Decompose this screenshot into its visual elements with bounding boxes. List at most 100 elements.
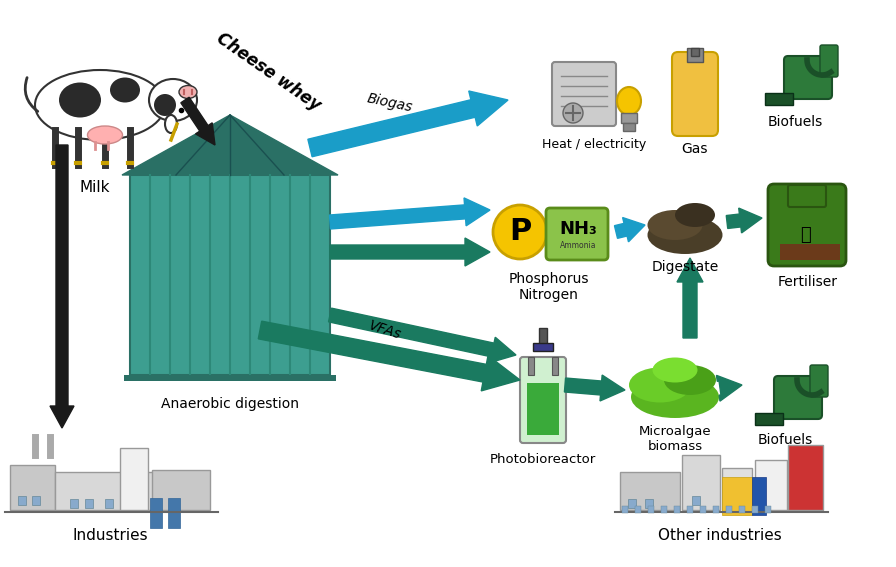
Text: 🌱: 🌱 [801,226,812,244]
Text: Milk: Milk [80,180,110,195]
Ellipse shape [110,78,140,103]
Text: Biofuels: Biofuels [767,115,823,129]
Ellipse shape [648,210,702,240]
Text: Other industries: Other industries [659,528,782,543]
Bar [620,472,680,510]
FancyArrow shape [717,375,742,401]
Circle shape [493,205,547,259]
Bar [32,496,40,505]
Bar [528,357,534,375]
Ellipse shape [664,365,716,395]
Bar [527,383,559,435]
FancyBboxPatch shape [520,357,566,443]
Bar [18,496,26,505]
Bar [85,499,93,508]
Ellipse shape [648,216,722,254]
Bar [621,113,637,123]
FancyBboxPatch shape [546,208,608,260]
Bar [692,496,700,505]
Text: Anaerobic digestion: Anaerobic digestion [161,397,299,411]
Bar [687,506,693,513]
Text: P: P [509,218,531,247]
FancyBboxPatch shape [774,376,822,419]
Bar [168,498,180,528]
Ellipse shape [149,79,197,121]
Text: NH₃: NH₃ [559,220,597,238]
Bar [623,123,635,131]
Ellipse shape [652,358,697,383]
FancyBboxPatch shape [788,185,826,207]
Ellipse shape [88,126,123,144]
Bar [648,506,654,513]
Text: Heat / electricity: Heat / electricity [542,138,646,151]
FancyArrow shape [330,198,490,229]
Bar [635,506,641,513]
Text: Photobioreactor: Photobioreactor [490,453,596,466]
Bar [765,93,793,105]
Bar [765,506,771,513]
Ellipse shape [629,367,691,403]
Bar [10,465,55,510]
Text: Biogas: Biogas [366,91,414,115]
FancyArrow shape [615,218,645,242]
Bar [622,506,628,513]
Text: Digestate: Digestate [651,260,719,274]
Bar [124,375,336,381]
Ellipse shape [59,83,101,117]
Bar [533,343,553,351]
FancyArrow shape [50,145,74,428]
Bar [682,455,720,510]
Bar [539,328,547,350]
Bar [628,499,636,508]
Ellipse shape [675,203,715,227]
FancyArrow shape [329,308,516,363]
Text: VFAs: VFAs [366,318,403,342]
Ellipse shape [165,115,177,133]
FancyBboxPatch shape [820,45,838,77]
Bar [691,48,699,56]
Circle shape [563,103,583,123]
Bar [752,477,766,515]
Bar [120,448,148,510]
FancyBboxPatch shape [672,52,718,136]
Bar [722,468,752,510]
Bar [700,506,706,513]
Bar [722,477,752,515]
Ellipse shape [179,86,197,99]
Bar [552,357,558,375]
Text: Ammonia: Ammonia [560,242,596,251]
Text: Cheese whey: Cheese whey [212,29,323,115]
Bar [739,506,745,513]
Text: Microalgae
biomass: Microalgae biomass [639,425,711,453]
Text: Fertiliser: Fertiliser [778,275,838,289]
Polygon shape [122,115,338,175]
Bar [674,506,680,513]
Bar [150,498,162,528]
Text: Phosphorus
Nitrogen: Phosphorus Nitrogen [509,272,590,302]
Bar [788,445,823,510]
FancyArrow shape [258,321,520,391]
Bar [687,48,703,62]
Bar [661,506,667,513]
Bar [645,499,653,508]
Bar [755,413,783,425]
Text: Biofuels: Biofuels [757,433,813,447]
Bar [780,244,840,260]
Bar [55,472,195,510]
Bar [130,175,330,375]
FancyArrow shape [308,91,508,156]
Bar [755,460,787,510]
FancyArrow shape [181,97,215,145]
FancyArrow shape [677,258,703,338]
FancyArrow shape [564,375,625,401]
FancyArrow shape [330,238,490,266]
FancyArrow shape [727,208,762,233]
Bar [713,506,719,513]
Bar [105,499,113,508]
Ellipse shape [617,87,641,115]
Bar [726,506,732,513]
Text: Industries: Industries [73,528,148,543]
Ellipse shape [631,376,719,418]
Bar [752,506,758,513]
FancyBboxPatch shape [784,56,832,99]
